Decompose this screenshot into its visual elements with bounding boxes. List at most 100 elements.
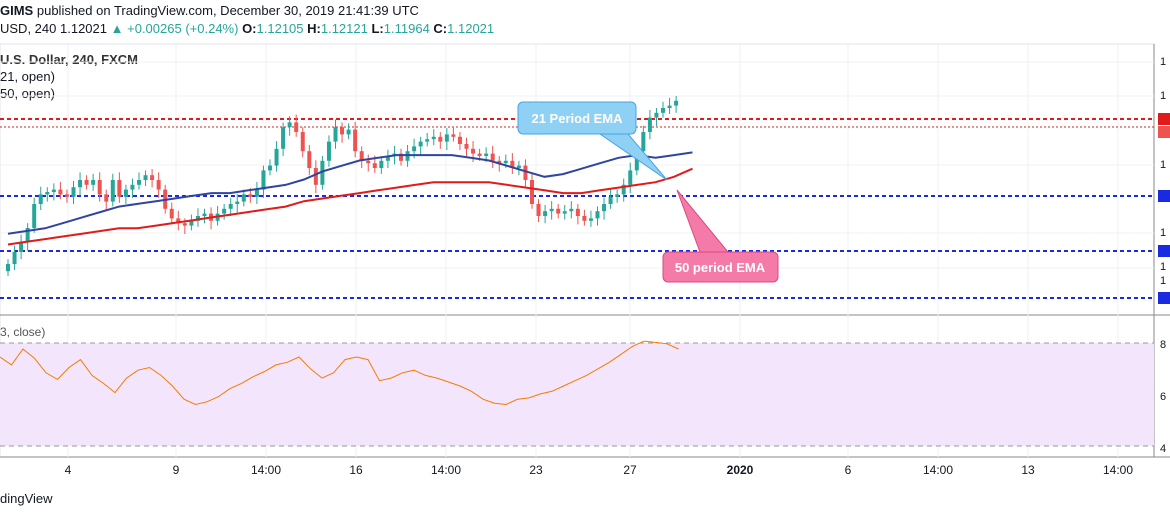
candle-body[interactable] <box>320 160 325 185</box>
candle-body[interactable] <box>484 153 489 156</box>
candle-body[interactable] <box>97 180 102 195</box>
candle-body[interactable] <box>32 204 37 228</box>
series-title[interactable]: U.S. Dollar, 240, FXCM <box>0 52 138 67</box>
candle-body[interactable] <box>287 122 292 128</box>
candle-body[interactable] <box>366 160 371 164</box>
candle-body[interactable] <box>464 144 469 149</box>
candle-body[interactable] <box>379 160 384 168</box>
candle-body[interactable] <box>117 180 122 197</box>
candle-body[interactable] <box>137 180 141 185</box>
candle-body[interactable] <box>615 194 620 197</box>
candle-body[interactable] <box>588 218 593 221</box>
candle-body[interactable] <box>353 129 358 152</box>
candle-body[interactable] <box>156 180 161 190</box>
rsi-legend[interactable]: 3, close) <box>0 325 46 339</box>
candle-body[interactable] <box>569 208 574 212</box>
candle-body[interactable] <box>130 184 135 190</box>
candle-body[interactable] <box>84 180 89 185</box>
ema21-callout[interactable]: 21 Period EMA <box>517 101 668 181</box>
candle-body[interactable] <box>536 204 541 216</box>
candle-body[interactable] <box>6 264 10 272</box>
candle-body[interactable] <box>300 132 305 152</box>
candle-body[interactable] <box>516 165 521 168</box>
candle-body[interactable] <box>71 187 76 197</box>
candle-body[interactable] <box>222 208 227 214</box>
candle-body[interactable] <box>647 117 652 132</box>
candle-body[interactable] <box>490 153 495 161</box>
ema50-line[interactable] <box>7 167 693 246</box>
candle-body[interactable] <box>628 170 633 185</box>
candle-body[interactable] <box>661 108 665 113</box>
candle-body[interactable] <box>418 141 423 147</box>
candle-body[interactable] <box>45 192 50 195</box>
time-axis[interactable]: 4 9 14:00 16 14:00 23 27 2020 6 14:00 13… <box>65 463 1134 477</box>
candle-body[interactable] <box>346 129 351 135</box>
candle-body[interactable] <box>19 242 24 252</box>
ema50-legend[interactable]: 50, open) <box>0 86 55 101</box>
candle-body[interactable] <box>457 136 462 144</box>
candle-body[interactable] <box>176 218 181 224</box>
candle-body[interactable] <box>556 208 561 214</box>
candle-body[interactable] <box>78 180 83 188</box>
candle-body[interactable] <box>549 208 554 212</box>
candle-body[interactable] <box>274 148 279 166</box>
candle-body[interactable] <box>91 180 96 185</box>
candle-body[interactable] <box>340 127 345 135</box>
candle-body[interactable] <box>51 189 56 192</box>
candle-body[interactable] <box>412 146 417 152</box>
candle-body[interactable] <box>582 216 587 221</box>
rsi-line[interactable] <box>0 340 679 406</box>
candle-body[interactable] <box>674 100 679 106</box>
candle-body[interactable] <box>195 216 200 221</box>
candle-body[interactable] <box>451 134 456 137</box>
candle-body[interactable] <box>595 211 600 219</box>
candle-body[interactable] <box>621 184 626 195</box>
candle-body[interactable] <box>477 153 482 156</box>
ema21-legend[interactable]: 21, open) <box>0 69 55 84</box>
candle-body[interactable] <box>12 252 17 264</box>
candle-body[interactable] <box>602 204 607 212</box>
candle-body[interactable] <box>543 211 548 216</box>
candle-body[interactable] <box>471 148 476 154</box>
candle-body[interactable] <box>654 112 659 118</box>
candle-body[interactable] <box>182 223 187 226</box>
candle-body[interactable] <box>333 127 338 142</box>
price-axis[interactable]: 1 1 1 1 1 1 8 6 4 <box>1158 56 1170 455</box>
candle-body[interactable] <box>110 180 115 202</box>
candle-body[interactable] <box>64 194 69 197</box>
candle-body[interactable] <box>241 194 246 202</box>
price-pane[interactable] <box>0 43 1155 316</box>
candle-body[interactable] <box>150 175 155 180</box>
ema50-callout[interactable]: 50 period EMA <box>662 189 779 283</box>
candle-body[interactable] <box>254 189 259 197</box>
candle-body[interactable] <box>444 134 449 142</box>
candle-body[interactable] <box>169 208 174 219</box>
candle-body[interactable] <box>503 160 508 164</box>
candle-body[interactable] <box>313 168 318 185</box>
candle-body[interactable] <box>123 189 128 197</box>
candle-body[interactable] <box>228 204 233 209</box>
candle-body[interactable] <box>359 151 364 161</box>
candle-body[interactable] <box>104 194 109 202</box>
candle-body[interactable] <box>281 127 286 149</box>
candle-body[interactable] <box>202 213 207 216</box>
candle-body[interactable] <box>307 151 312 168</box>
candle-body[interactable] <box>25 228 30 243</box>
candle-body[interactable] <box>438 136 443 142</box>
candle-body[interactable] <box>385 156 390 161</box>
candle-body[interactable] <box>235 201 240 204</box>
candle-body[interactable] <box>562 211 567 214</box>
candle-body[interactable] <box>372 163 377 168</box>
candle-body[interactable] <box>431 136 436 140</box>
candle-body[interactable] <box>667 105 672 108</box>
candle-body[interactable] <box>248 194 253 197</box>
candle-body[interactable] <box>38 194 43 204</box>
candle-body[interactable] <box>326 141 331 161</box>
candle-body[interactable] <box>510 160 515 168</box>
candle-body[interactable] <box>261 170 266 190</box>
candle-body[interactable] <box>189 220 194 226</box>
candle-body[interactable] <box>523 165 528 180</box>
candle-body[interactable] <box>530 180 534 204</box>
candle-body[interactable] <box>399 153 403 161</box>
